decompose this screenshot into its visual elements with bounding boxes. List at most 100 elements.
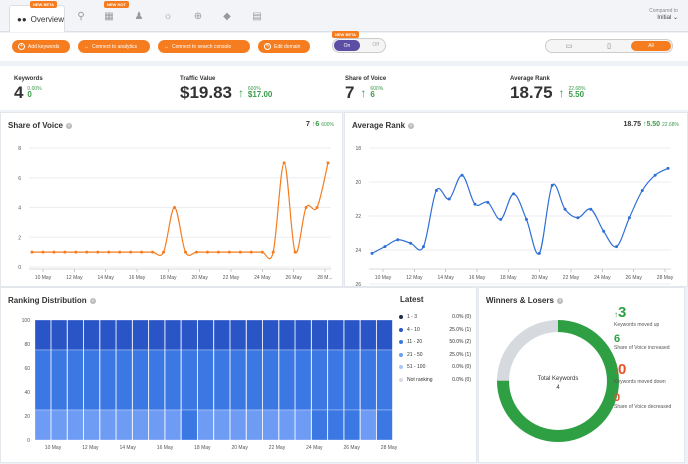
stat-sov-diff: 6 bbox=[370, 90, 375, 99]
moved-up-value: 3 bbox=[618, 304, 627, 321]
data-point bbox=[640, 189, 644, 192]
donut-total-label: Total Keywords bbox=[538, 376, 579, 382]
binoculars-icon: ●● bbox=[17, 14, 27, 24]
connect-search-console-button[interactable]: ↔ Connect to search console bbox=[158, 40, 250, 53]
data-point bbox=[30, 250, 34, 254]
bar-segment bbox=[213, 409, 230, 441]
compared-label: Compared to bbox=[649, 8, 678, 14]
x-tick-label: 24 May bbox=[594, 275, 611, 281]
data-point bbox=[249, 250, 253, 254]
data-point bbox=[447, 197, 451, 201]
tab-overview[interactable]: ●● Overview bbox=[9, 5, 65, 32]
toggle-off[interactable]: Off bbox=[372, 42, 379, 48]
tag-icon[interactable]: ◆ bbox=[223, 10, 231, 22]
legend-value: 0.0% (0) bbox=[452, 314, 471, 320]
bar-segment bbox=[165, 349, 182, 411]
legend-item[interactable]: 51 - 100 0.0% (0) bbox=[399, 364, 471, 370]
data-point bbox=[370, 251, 374, 255]
y-tick-label: 26 bbox=[355, 282, 361, 288]
calendar-icon[interactable]: ▦ bbox=[104, 10, 114, 22]
arrow-up-icon: ↑ bbox=[311, 121, 316, 128]
x-tick-label: 20 May bbox=[531, 275, 548, 281]
chess-pawn-icon[interactable]: ♟ bbox=[134, 10, 144, 22]
bar-segment bbox=[181, 409, 198, 441]
bar-segment bbox=[230, 319, 247, 351]
toggle-on[interactable]: On bbox=[334, 40, 360, 51]
ranking-distribution-panel: Ranking Distribution? 0 20 40 60 80 100 10 May… bbox=[0, 287, 477, 463]
data-point bbox=[293, 250, 297, 254]
bar-segment bbox=[99, 349, 116, 411]
legend-item[interactable]: 1 - 3 0.0% (0) bbox=[399, 314, 471, 320]
x-tick-label: 18 May bbox=[500, 275, 517, 281]
sov-down-value: 0 bbox=[614, 392, 621, 404]
series-line bbox=[32, 162, 329, 260]
legend-value: 0.0% (0) bbox=[452, 376, 471, 383]
y-tick-label: 20 bbox=[355, 180, 361, 186]
help-icon[interactable]: ? bbox=[89, 297, 96, 304]
beta-toggle[interactable]: On Off bbox=[332, 38, 386, 53]
bar-segment bbox=[295, 319, 312, 351]
legend-item[interactable]: 11 - 20 50.0% (2) bbox=[399, 339, 471, 345]
legend-item[interactable]: Not ranking 0.0% (0) bbox=[399, 377, 471, 383]
rank-panel-pct: 22.68% bbox=[662, 122, 679, 128]
bar-segment bbox=[360, 409, 377, 441]
bar-segment bbox=[132, 409, 149, 441]
legend-label: 51 - 100 bbox=[407, 364, 426, 370]
data-point bbox=[183, 250, 187, 254]
top-tab-bar: ●● Overview NEW BETA ⚲ NEW HOT ▦ ♟ ☼ ⊕ ◆… bbox=[0, 0, 688, 32]
search-icon[interactable]: ⚲ bbox=[77, 10, 85, 22]
new-beta-badge: NEW BETA bbox=[30, 1, 58, 8]
legend-item[interactable]: 4 - 10 25.0% (1) bbox=[399, 327, 471, 333]
mobile-icon[interactable]: ▯ bbox=[607, 43, 611, 50]
data-point bbox=[173, 206, 177, 209]
stat-sov-value: 7 bbox=[345, 83, 355, 102]
bar-segment bbox=[148, 349, 165, 411]
stats-row: Keywords 4 0.00% 0 Traffic Value $19.83 ↑… bbox=[0, 66, 688, 110]
data-point bbox=[304, 206, 308, 209]
bar-segment bbox=[278, 409, 295, 441]
connect-analytics-button[interactable]: ↔ Connect to analytics bbox=[78, 40, 150, 53]
data-point bbox=[271, 250, 275, 254]
trophy-icon[interactable]: ☼ bbox=[163, 10, 173, 22]
legend-item[interactable]: 21 - 50 25.0% (1) bbox=[399, 352, 471, 358]
compared-to-select[interactable]: Compared to Initial ⌄ bbox=[649, 8, 678, 22]
bar-segment bbox=[295, 409, 312, 441]
help-icon[interactable]: ? bbox=[408, 122, 415, 129]
y-tick-label: 2 bbox=[18, 235, 21, 241]
bar-segment bbox=[67, 409, 84, 441]
connect-analytics-label: Connect to analytics bbox=[92, 43, 138, 50]
x-tick-label: 22 May bbox=[223, 275, 240, 281]
add-keywords-button[interactable]: + Add keywords bbox=[12, 40, 70, 53]
help-icon[interactable]: ? bbox=[556, 297, 563, 304]
moved-down-value: 0 bbox=[618, 361, 627, 378]
crosshair-icon[interactable]: ⊕ bbox=[193, 10, 203, 22]
edit-domain-button[interactable]: ✎ Edit domain bbox=[258, 40, 310, 53]
desktop-icon[interactable]: ▭ bbox=[565, 43, 573, 50]
legend-value: 25.0% (1) bbox=[449, 351, 471, 358]
data-point bbox=[589, 207, 593, 211]
sov-panel-pct: 600% bbox=[321, 122, 334, 128]
device-all-button[interactable]: All bbox=[631, 41, 671, 51]
stat-keywords-diff: 0 bbox=[27, 90, 32, 99]
sov-increased-stat: 6 Share of Voice increased bbox=[614, 333, 674, 351]
bar-segment bbox=[116, 409, 133, 441]
x-tick-label: 20 May bbox=[191, 275, 208, 281]
bar-segment bbox=[83, 409, 100, 441]
y-tick-label: 24 bbox=[355, 248, 361, 254]
bar-segment bbox=[83, 349, 100, 411]
x-tick-label: 10 May bbox=[35, 275, 52, 281]
x-tick-label: 24 May bbox=[254, 275, 271, 281]
x-tick-label: 12 May bbox=[82, 445, 99, 451]
bar-segment bbox=[181, 349, 198, 411]
document-icon[interactable]: ▤ bbox=[252, 10, 262, 22]
plus-icon: + bbox=[18, 43, 25, 50]
x-tick-label: 16 May bbox=[469, 275, 486, 281]
bar-segment bbox=[99, 319, 116, 351]
help-icon[interactable]: ? bbox=[65, 122, 72, 129]
sov-chart: 0 2 4 6 8 10 May 12 May 14 May 16 May 18 May 20 Ma… bbox=[18, 146, 332, 281]
data-point bbox=[41, 250, 45, 254]
legend-value: 0.0% (0) bbox=[452, 364, 471, 370]
stat-traffic-pct: 600% bbox=[247, 86, 261, 92]
arrow-down-icon: ↓ bbox=[614, 367, 618, 376]
donut-moved-up-arc bbox=[497, 320, 619, 442]
